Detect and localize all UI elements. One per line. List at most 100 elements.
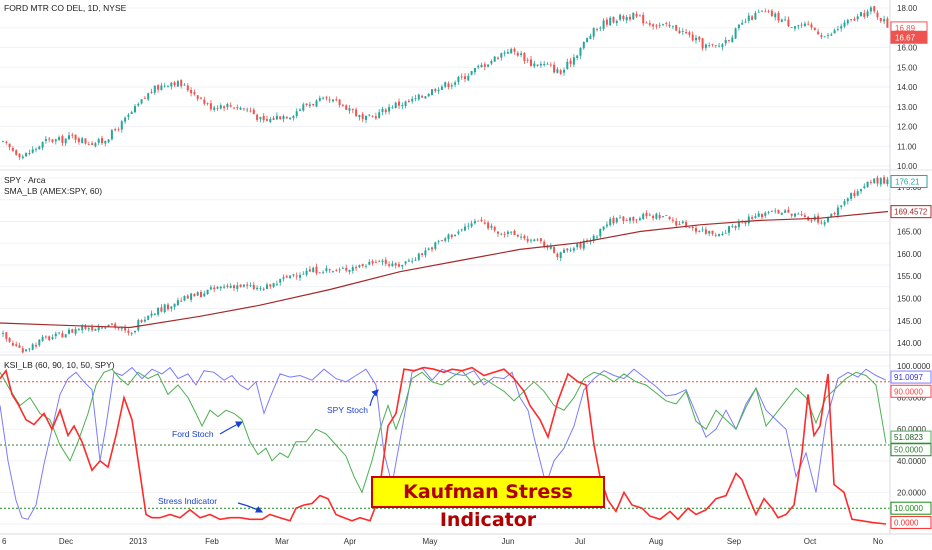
candle-body bbox=[87, 328, 90, 330]
candle-body bbox=[272, 117, 275, 120]
candle-body bbox=[813, 27, 816, 31]
candle-body bbox=[612, 16, 615, 23]
candle-body bbox=[622, 15, 625, 20]
candle-body bbox=[246, 109, 249, 111]
candle-body bbox=[513, 230, 516, 235]
candle-body bbox=[64, 334, 67, 338]
candle-body bbox=[869, 181, 872, 183]
candle-body bbox=[44, 138, 47, 141]
candle-body bbox=[361, 264, 364, 266]
spy-y-tick-label: 160.00 bbox=[897, 250, 922, 259]
ford-candles[interactable] bbox=[2, 5, 889, 161]
candle-body bbox=[751, 217, 754, 219]
ksi-level90-badge-box bbox=[890, 384, 932, 398]
candle-body bbox=[216, 107, 219, 109]
candle-body bbox=[35, 344, 37, 347]
candle-body bbox=[728, 226, 730, 233]
candle-body bbox=[638, 15, 641, 17]
candle-body bbox=[206, 103, 209, 105]
spy-candles[interactable] bbox=[2, 174, 889, 354]
candle-body bbox=[615, 218, 618, 223]
candle-body bbox=[358, 115, 361, 118]
candle-body bbox=[704, 44, 707, 48]
candle-body bbox=[266, 284, 268, 289]
stress-annotation: Stress Indicator bbox=[158, 496, 218, 506]
candle-body bbox=[120, 328, 123, 329]
candle-body bbox=[355, 266, 358, 269]
candle-body bbox=[404, 101, 407, 107]
candle-body bbox=[711, 230, 714, 234]
candle-body bbox=[358, 265, 361, 268]
candle-body bbox=[417, 253, 420, 260]
spy-last-badge-box bbox=[890, 175, 928, 189]
candle-body bbox=[295, 275, 298, 277]
candle-body bbox=[180, 79, 183, 87]
candle-body bbox=[612, 217, 615, 224]
candle-body bbox=[18, 345, 21, 348]
candle-body bbox=[226, 285, 229, 287]
candle-body bbox=[417, 94, 420, 100]
candle-body bbox=[305, 270, 308, 275]
candle-body bbox=[186, 295, 189, 299]
candle-body bbox=[850, 193, 853, 199]
candle-body bbox=[153, 85, 156, 93]
candle-body bbox=[190, 293, 193, 300]
x-tick-label: 6 bbox=[2, 537, 7, 546]
candle-body bbox=[74, 134, 77, 140]
candle-body bbox=[5, 332, 8, 339]
candle-body bbox=[203, 293, 206, 297]
ford-y-tick-label: 13.00 bbox=[897, 103, 918, 112]
candle-body bbox=[48, 336, 51, 340]
candle-body bbox=[437, 89, 440, 92]
candle-body bbox=[186, 85, 189, 91]
candle-body bbox=[724, 232, 727, 234]
candle-body bbox=[480, 64, 483, 68]
candle-body bbox=[114, 323, 117, 328]
candle-body bbox=[609, 17, 612, 26]
candle-body bbox=[843, 22, 846, 27]
candle-body bbox=[787, 19, 790, 27]
candle-body bbox=[718, 234, 721, 237]
spy-y-tick-label: 165.00 bbox=[897, 228, 922, 237]
candle-body bbox=[757, 213, 760, 217]
spy-y-tick-label: 150.00 bbox=[897, 294, 922, 303]
candle-body bbox=[873, 6, 876, 12]
candle-body bbox=[51, 337, 54, 339]
candle-body bbox=[572, 248, 575, 251]
candle-body bbox=[226, 103, 229, 108]
x-tick-label: Oct bbox=[804, 537, 817, 546]
ford-y-tick-label: 14.00 bbox=[897, 83, 918, 92]
candle-body bbox=[328, 99, 331, 101]
candle-body bbox=[124, 117, 127, 122]
candle-body bbox=[539, 63, 542, 66]
candle-body bbox=[246, 284, 249, 286]
candle-body bbox=[282, 277, 285, 279]
candle-body bbox=[827, 217, 829, 222]
candle-body bbox=[718, 45, 721, 47]
candle-body bbox=[341, 268, 344, 270]
candle-body bbox=[28, 153, 31, 155]
candle-body bbox=[701, 229, 704, 231]
candle-body bbox=[163, 85, 166, 87]
candle-body bbox=[863, 13, 866, 17]
candle-body bbox=[734, 28, 737, 39]
ksi-y-tick-label: 80.0000 bbox=[897, 394, 926, 403]
x-tick-label: 2013 bbox=[129, 537, 147, 546]
candle-body bbox=[414, 98, 417, 100]
candle-body bbox=[784, 210, 787, 213]
candle-body bbox=[714, 45, 717, 47]
candle-body bbox=[876, 12, 879, 18]
candle-body bbox=[675, 221, 678, 226]
candle-body bbox=[302, 273, 305, 275]
candle-body bbox=[582, 240, 585, 249]
candle-body bbox=[500, 233, 503, 235]
candle-body bbox=[262, 115, 265, 121]
candle-body bbox=[454, 82, 457, 85]
candle-body bbox=[252, 284, 255, 290]
candle-body bbox=[770, 211, 773, 213]
candle-body bbox=[203, 99, 206, 104]
candle-body bbox=[487, 64, 490, 67]
candle-body bbox=[150, 313, 153, 316]
candle-body bbox=[457, 76, 460, 82]
candle-body bbox=[457, 231, 460, 234]
